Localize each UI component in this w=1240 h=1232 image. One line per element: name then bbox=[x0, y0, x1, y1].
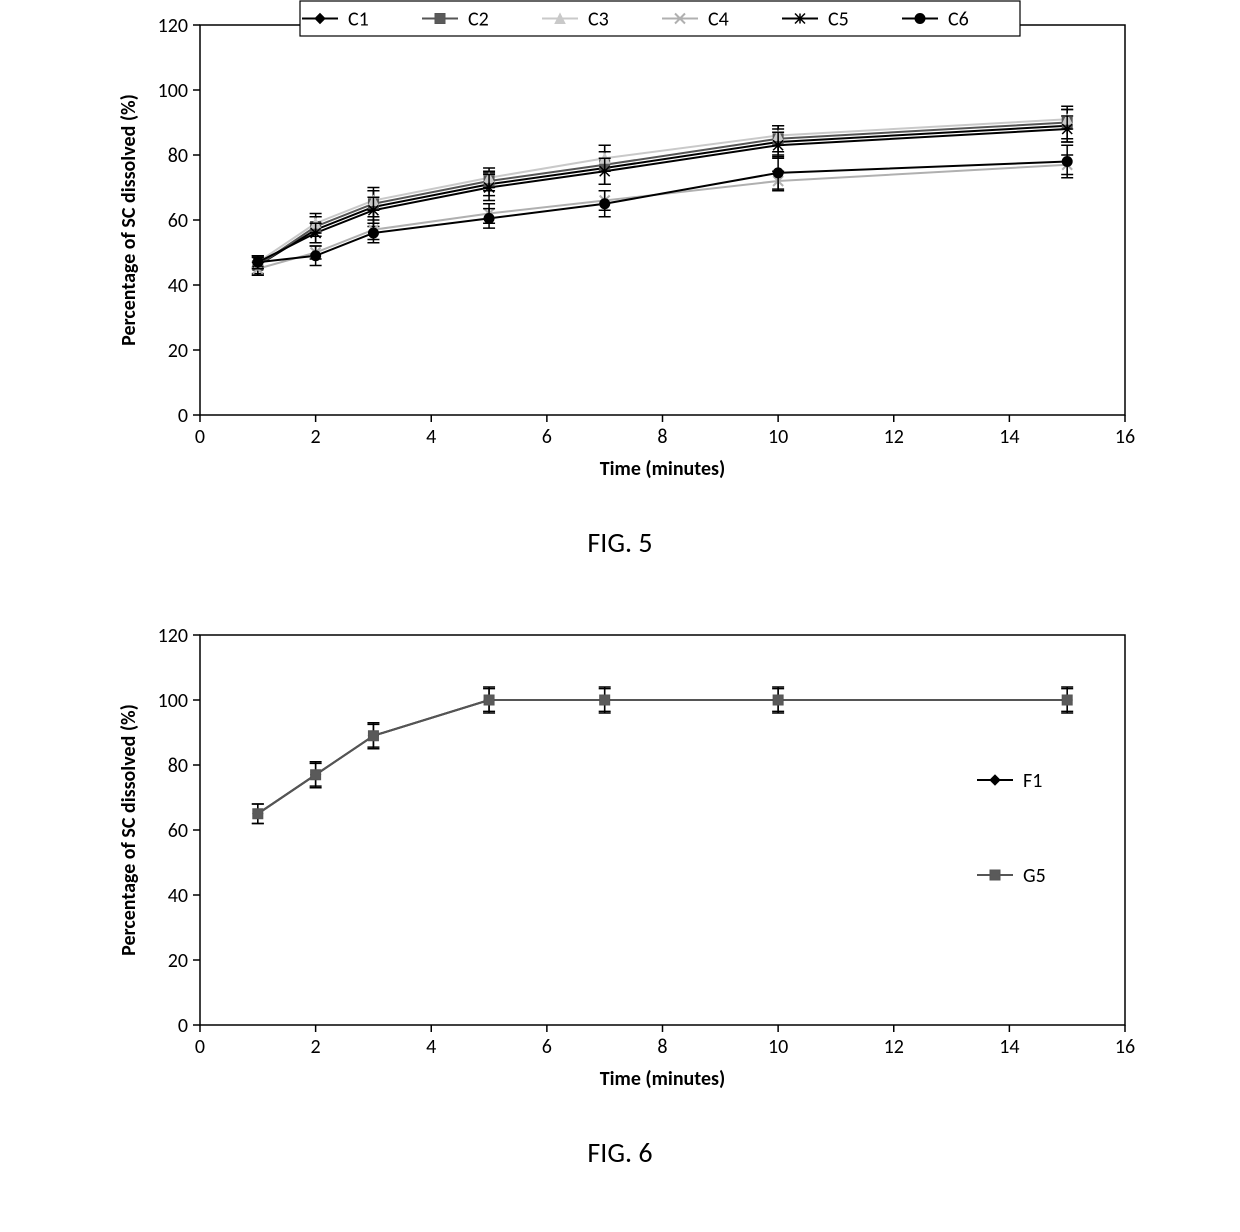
svg-text:80: 80 bbox=[168, 144, 188, 168]
svg-text:40: 40 bbox=[168, 884, 188, 908]
svg-text:20: 20 bbox=[168, 339, 188, 363]
svg-text:C5: C5 bbox=[828, 8, 849, 32]
svg-text:14: 14 bbox=[999, 425, 1019, 449]
svg-text:4: 4 bbox=[426, 1035, 436, 1059]
fig5-caption: FIG. 5 bbox=[0, 525, 1240, 560]
svg-text:120: 120 bbox=[158, 624, 188, 648]
svg-text:60: 60 bbox=[168, 209, 188, 233]
svg-text:0: 0 bbox=[195, 1035, 205, 1059]
svg-text:14: 14 bbox=[999, 1035, 1019, 1059]
svg-text:10: 10 bbox=[768, 425, 788, 449]
svg-text:4: 4 bbox=[426, 425, 436, 449]
svg-text:60: 60 bbox=[168, 819, 188, 843]
svg-text:Percentage of SC dissolved (%): Percentage of SC dissolved (%) bbox=[117, 94, 141, 346]
svg-text:8: 8 bbox=[657, 425, 667, 449]
svg-text:10: 10 bbox=[768, 1035, 788, 1059]
svg-text:12: 12 bbox=[884, 425, 904, 449]
svg-text:C6: C6 bbox=[948, 8, 969, 32]
svg-text:6: 6 bbox=[542, 425, 552, 449]
svg-text:16: 16 bbox=[1115, 1035, 1135, 1059]
svg-text:100: 100 bbox=[158, 689, 188, 713]
fig5-chart: 0 20 40 60 80 100 120 0 2 4 6 8 10 12 14 16 Time (minute… bbox=[95, 0, 1140, 490]
svg-text:40: 40 bbox=[168, 274, 188, 298]
svg-text:Percentage of SC dissolved (%): Percentage of SC dissolved (%) bbox=[117, 704, 141, 956]
svg-text:100: 100 bbox=[158, 79, 188, 103]
svg-text:C3: C3 bbox=[588, 8, 609, 32]
svg-text:80: 80 bbox=[168, 754, 188, 778]
svg-text:12: 12 bbox=[884, 1035, 904, 1059]
svg-text:0: 0 bbox=[178, 404, 188, 428]
svg-text:C1: C1 bbox=[348, 8, 369, 32]
svg-text:6: 6 bbox=[542, 1035, 552, 1059]
svg-text:2: 2 bbox=[311, 425, 321, 449]
svg-text:2: 2 bbox=[311, 1035, 321, 1059]
svg-text:8: 8 bbox=[657, 1035, 667, 1059]
svg-text:C4: C4 bbox=[708, 8, 729, 32]
svg-text:C2: C2 bbox=[468, 8, 489, 32]
svg-text:0: 0 bbox=[178, 1014, 188, 1038]
svg-text:120: 120 bbox=[158, 14, 188, 38]
svg-text:16: 16 bbox=[1115, 425, 1135, 449]
svg-text:F1: F1 bbox=[1023, 769, 1042, 793]
fig6-chart: 0 20 40 60 80 100 120 0 2 4 6 8 10 12 14 16 Time (minute… bbox=[95, 610, 1140, 1100]
svg-text:20: 20 bbox=[168, 949, 188, 973]
svg-text:Time (minutes): Time (minutes) bbox=[600, 457, 726, 481]
svg-text:0: 0 bbox=[195, 425, 205, 449]
svg-text:G5: G5 bbox=[1023, 864, 1046, 888]
fig6-caption: FIG. 6 bbox=[0, 1135, 1240, 1170]
svg-text:Time (minutes): Time (minutes) bbox=[600, 1067, 726, 1091]
